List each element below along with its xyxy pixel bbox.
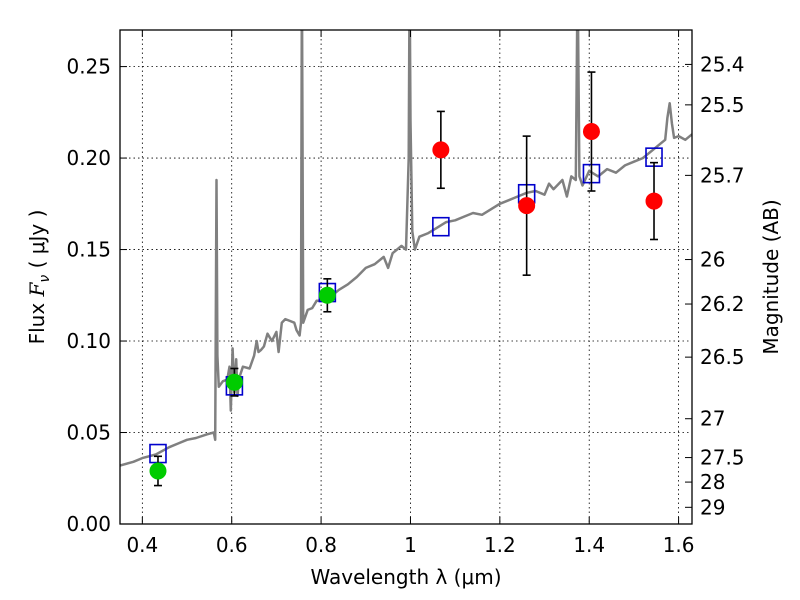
y2-tick-label: 25.4 (700, 52, 745, 76)
photometry-point (149, 462, 167, 480)
y-tick-label: 0.05 (66, 421, 111, 445)
x-tick-label: 1.4 (573, 533, 605, 557)
y2-tick-label: 25.5 (700, 93, 745, 117)
x-tick-label: 1.6 (663, 533, 695, 557)
spectrum-series (120, 30, 692, 467)
y2-tick-label: 26 (700, 248, 725, 272)
x-axis-label: Wavelength λ (μm) (310, 565, 501, 589)
photometry-point (225, 373, 243, 391)
photometry-point (645, 192, 663, 210)
y-tick-label: 0.25 (66, 55, 111, 79)
photometry-point (318, 286, 336, 304)
photometry-point (582, 123, 600, 141)
x-tick-label: 0.4 (126, 533, 158, 557)
y-axis-label: Flux Fν ( μJy ) (25, 210, 53, 345)
y-tick-label: 0.15 (66, 238, 111, 262)
y2-axis-label: Magnitude (AB) (759, 199, 783, 354)
y2-tick-label: 27.5 (700, 446, 745, 470)
tick-labels: 0.4 0.6 0.8 1 1.2 1.4 1.6 0.00 0.05 0.10 0.15 0.20 0… (66, 52, 744, 557)
x-tick-label: 1 (404, 533, 417, 557)
y2-tick-label: 26.5 (700, 345, 745, 369)
photometry-point (432, 141, 450, 159)
y-tick-label: 0.20 (66, 146, 111, 170)
plot-frame (119, 29, 693, 525)
y2-tick-label: 28 (700, 470, 725, 494)
spectrum-line (120, 30, 692, 467)
y-axis-label-suffix: ( μJy ) (25, 210, 49, 275)
y2-tick-label: 25.7 (700, 163, 745, 187)
y2-tick-label: 26.2 (700, 292, 745, 316)
x-tick-label: 0.6 (216, 533, 248, 557)
y-axis-label-prefix: Flux (25, 296, 49, 344)
axis-ticks (120, 30, 692, 525)
x-tick-label: 0.8 (305, 533, 337, 557)
model-box-marker (432, 216, 450, 237)
y-tick-label: 0.10 (66, 329, 111, 353)
x-tick-label: 1.2 (484, 533, 516, 557)
y-tick-label: 0.00 (66, 512, 111, 536)
y2-tick-label: 29 (700, 495, 725, 519)
photometry-series (149, 71, 663, 487)
y2-tick-label: 27 (700, 407, 725, 431)
y-axis-label-subscript: ν (37, 275, 53, 283)
model-box-series (149, 147, 663, 464)
photometry-point (518, 197, 536, 215)
y-axis-label-symbol: F (25, 281, 49, 297)
grid-lines (120, 30, 692, 524)
